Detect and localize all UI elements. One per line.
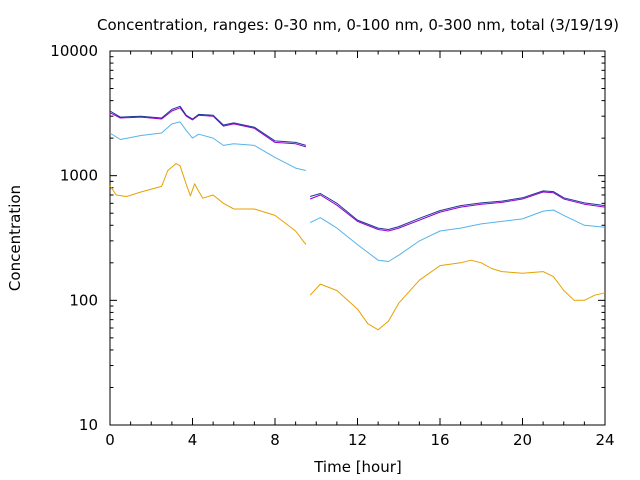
y-tick-label: 100 — [69, 291, 98, 309]
x-tick-label: 20 — [513, 431, 532, 449]
series-lines — [109, 105, 606, 331]
chart-title: Concentration, ranges: 0-30 nm, 0-100 nm… — [97, 16, 619, 34]
series-3-line — [309, 191, 606, 232]
x-tick-label: 8 — [270, 431, 280, 449]
y-axis-label: Concentration — [6, 185, 24, 291]
y-tick-label: 1000 — [60, 167, 98, 185]
x-tick-label: 4 — [188, 431, 198, 449]
y-tick-labels: 10 100 1000 10000 — [50, 42, 98, 434]
axis-ticks — [109, 50, 606, 426]
x-tick-labels: 0 4 8 12 16 20 24 — [105, 431, 614, 449]
series-1-line — [109, 163, 307, 245]
y-tick-label: 10 — [79, 416, 98, 434]
x-tick-label: 12 — [348, 431, 367, 449]
y-tick-label: 10000 — [50, 42, 98, 60]
series-4-line — [309, 190, 606, 230]
plot-area-frame — [109, 50, 606, 426]
series-4-line — [109, 105, 307, 146]
x-tick-label: 24 — [595, 431, 614, 449]
x-tick-label: 0 — [105, 431, 115, 449]
x-tick-label: 16 — [430, 431, 449, 449]
x-axis-label: Time [hour] — [313, 458, 402, 476]
series-3-line — [109, 107, 307, 148]
series-2-line — [309, 209, 606, 262]
series-1-line — [309, 259, 606, 331]
series-2-line — [109, 121, 307, 171]
